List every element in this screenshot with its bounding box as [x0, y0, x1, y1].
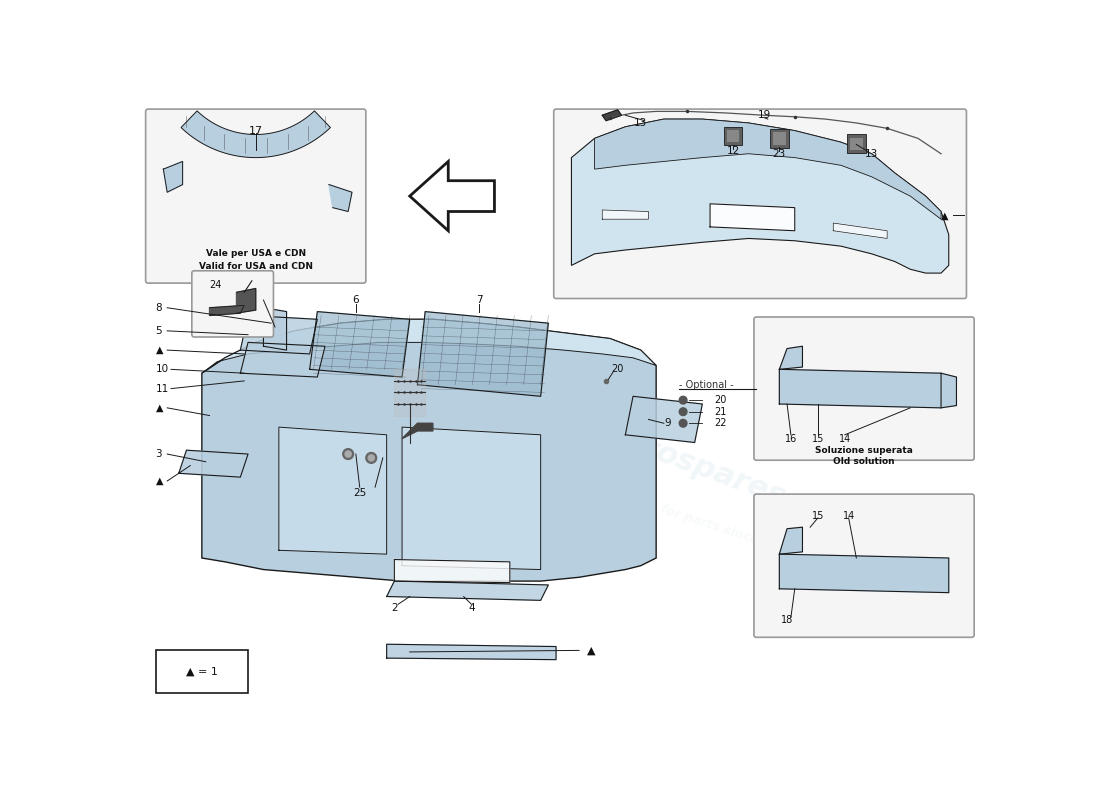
Text: ▲: ▲ — [942, 210, 948, 220]
Text: 4: 4 — [468, 603, 475, 613]
Text: a passion for parts since 1985: a passion for parts since 1985 — [592, 480, 798, 558]
Polygon shape — [779, 370, 940, 408]
Polygon shape — [202, 319, 656, 373]
Bar — [850, 138, 862, 150]
Text: 10: 10 — [156, 364, 168, 374]
Text: ▲ = 1: ▲ = 1 — [186, 667, 218, 677]
Text: Vale per USA e CDN: Vale per USA e CDN — [206, 250, 306, 258]
Text: 2: 2 — [390, 603, 398, 613]
Text: ▲: ▲ — [156, 345, 163, 355]
Text: 5: 5 — [156, 326, 163, 336]
Text: 25: 25 — [353, 487, 366, 498]
Polygon shape — [240, 315, 318, 354]
Polygon shape — [711, 204, 794, 230]
Polygon shape — [163, 162, 183, 192]
Text: Soluzione superata: Soluzione superata — [815, 446, 913, 454]
Text: ▲: ▲ — [156, 476, 163, 486]
Text: 24: 24 — [209, 280, 222, 290]
Polygon shape — [387, 581, 548, 600]
Polygon shape — [236, 289, 255, 313]
Text: 16: 16 — [784, 434, 798, 444]
Text: 22: 22 — [714, 418, 726, 428]
Polygon shape — [594, 119, 940, 219]
Text: 8: 8 — [156, 302, 163, 313]
Polygon shape — [240, 342, 326, 377]
Text: ▲: ▲ — [156, 403, 163, 413]
Text: 17: 17 — [249, 126, 263, 136]
FancyBboxPatch shape — [191, 270, 274, 337]
Text: 12: 12 — [726, 146, 740, 157]
Bar — [847, 134, 866, 153]
Text: 3: 3 — [156, 449, 163, 459]
Polygon shape — [603, 210, 648, 219]
Polygon shape — [779, 554, 948, 593]
Circle shape — [343, 449, 353, 459]
Text: 7: 7 — [475, 295, 483, 305]
Polygon shape — [209, 306, 244, 315]
Text: 19: 19 — [757, 110, 771, 120]
Text: ▲: ▲ — [586, 646, 595, 655]
Circle shape — [679, 408, 686, 415]
Bar — [156, 650, 249, 693]
Text: 11: 11 — [156, 383, 169, 394]
Polygon shape — [394, 559, 509, 582]
Polygon shape — [603, 110, 622, 121]
Text: 18: 18 — [781, 614, 793, 625]
Text: Valid for USA and CDN: Valid for USA and CDN — [199, 262, 312, 271]
Polygon shape — [625, 396, 702, 442]
Text: 9: 9 — [664, 418, 671, 428]
Polygon shape — [310, 311, 409, 377]
FancyBboxPatch shape — [145, 109, 366, 283]
Text: 15: 15 — [812, 510, 824, 521]
Polygon shape — [178, 450, 248, 477]
Text: 14: 14 — [838, 434, 851, 444]
Text: 20: 20 — [612, 364, 624, 374]
Bar — [770, 129, 789, 147]
Text: 21: 21 — [714, 406, 726, 417]
Polygon shape — [387, 644, 556, 660]
Circle shape — [679, 419, 686, 427]
Text: 15: 15 — [812, 434, 824, 444]
Circle shape — [345, 451, 351, 457]
Circle shape — [366, 453, 376, 463]
Polygon shape — [182, 111, 330, 158]
Text: 6: 6 — [352, 295, 360, 305]
FancyBboxPatch shape — [553, 109, 967, 298]
Text: eurospares: eurospares — [600, 419, 790, 512]
Polygon shape — [940, 373, 956, 408]
FancyBboxPatch shape — [754, 494, 975, 638]
Circle shape — [679, 396, 686, 404]
Polygon shape — [264, 308, 286, 350]
Polygon shape — [329, 185, 352, 211]
Polygon shape — [779, 346, 802, 370]
Polygon shape — [572, 119, 948, 273]
Text: 14: 14 — [843, 510, 855, 521]
Polygon shape — [418, 311, 548, 396]
Circle shape — [368, 455, 374, 461]
Polygon shape — [202, 319, 656, 581]
Bar — [773, 132, 785, 145]
Text: eurospares: eurospares — [234, 406, 477, 526]
Text: 13: 13 — [865, 149, 879, 158]
Polygon shape — [834, 223, 887, 238]
Text: 13: 13 — [634, 118, 648, 128]
FancyBboxPatch shape — [754, 317, 975, 460]
Text: a passion for parts since 1985: a passion for parts since 1985 — [273, 476, 500, 562]
Text: 23: 23 — [772, 149, 786, 158]
Polygon shape — [779, 527, 802, 554]
Polygon shape — [402, 423, 432, 438]
Text: Old solution: Old solution — [833, 458, 895, 466]
Polygon shape — [394, 370, 425, 415]
Polygon shape — [402, 427, 541, 570]
Text: - Optional -: - Optional - — [680, 380, 734, 390]
Polygon shape — [409, 162, 495, 230]
Bar — [727, 130, 739, 142]
Text: 20: 20 — [714, 395, 726, 405]
Polygon shape — [279, 427, 387, 554]
Bar — [724, 127, 743, 146]
